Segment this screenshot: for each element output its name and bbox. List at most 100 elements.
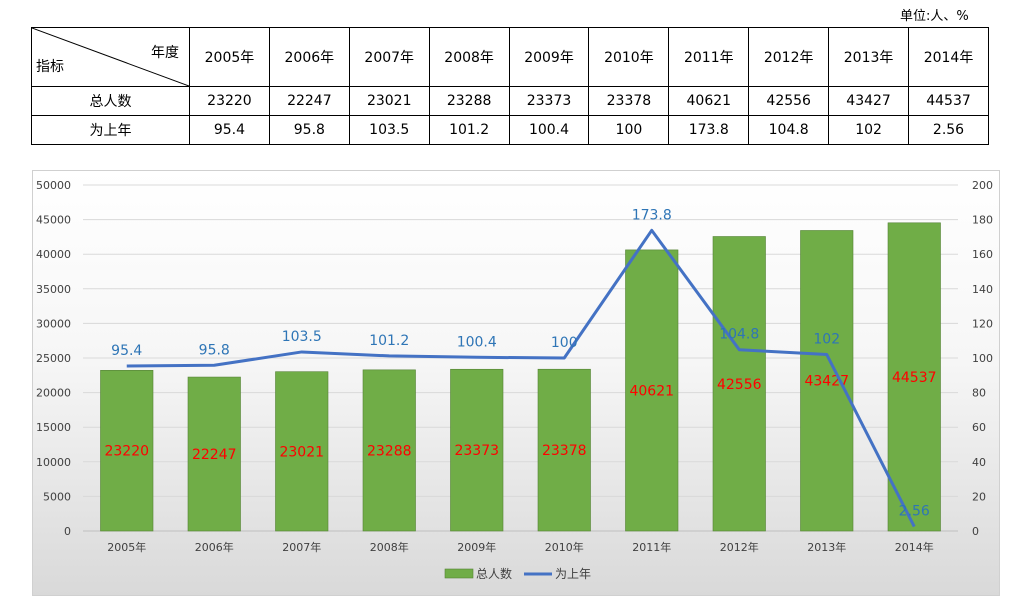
table-cell: 104.8: [748, 115, 830, 145]
table-cell: 40621: [668, 86, 750, 116]
right-axis-tick-label: 100: [972, 352, 993, 365]
left-axis-tick-label: 50000: [36, 179, 71, 192]
corner-diagonal-line: [32, 28, 189, 86]
bar: [625, 249, 679, 532]
corner-indicator-label: 指标: [36, 59, 64, 75]
year-header: 2014年: [908, 27, 989, 87]
corner-year-label: 年度: [151, 45, 179, 61]
year-header: 2006年: [268, 27, 350, 87]
right-axis-tick-label: 80: [972, 387, 986, 400]
table-cell: 100.4: [508, 115, 590, 145]
table-corner-cell: 年度 指标: [31, 27, 190, 87]
x-axis-tick-label: 2010年: [545, 540, 584, 554]
row-label: 为上年: [31, 115, 190, 145]
legend-line-label: 为上年: [555, 567, 591, 581]
table-row: 为上年 95.4 95.8 103.5 101.2 100.4 100 173.…: [31, 115, 989, 145]
bar-value-label: 40621: [629, 383, 674, 399]
bar: [100, 370, 154, 532]
unit-note: 单位:人、%: [900, 9, 969, 24]
bar: [187, 376, 241, 532]
left-axis-tick-label: 35000: [36, 283, 71, 296]
table-cell: 42556: [748, 86, 830, 116]
table-cell: 23288: [428, 86, 510, 116]
table-cell: 95.8: [268, 115, 350, 145]
bar-value-label: 23378: [542, 443, 587, 459]
x-axis-tick-label: 2011年: [632, 540, 671, 554]
x-axis-tick-label: 2008年: [370, 540, 409, 554]
table-header-row: 年度 指标 2005年 2006年 2007年 2008年 2009年 2010…: [31, 27, 989, 87]
line-value-label: 100.4: [457, 334, 497, 350]
left-axis-tick-label: 10000: [36, 456, 71, 469]
line-value-label: 173.8: [632, 207, 672, 223]
table-cell: 101.2: [428, 115, 510, 145]
legend-bar-label: 总人数: [476, 566, 512, 581]
left-axis-tick-label: 15000: [36, 421, 71, 434]
table-cell: 103.5: [348, 115, 430, 145]
year-header: 2009年: [508, 27, 590, 87]
line-value-label: 95.8: [199, 342, 230, 358]
year-header: 2011年: [668, 27, 750, 87]
year-header: 2010年: [588, 27, 670, 87]
legend-bar-swatch: [444, 568, 474, 579]
line-value-label: 2.56: [899, 504, 930, 520]
bar-value-label: 23220: [104, 444, 149, 460]
bar: [887, 222, 941, 532]
series-line: [126, 228, 916, 528]
bar-value-label: 23021: [279, 444, 324, 460]
table-cell: 23373: [508, 86, 590, 116]
bar: [362, 369, 416, 532]
left-axis-tick-label: 20000: [36, 387, 71, 400]
bar: [537, 368, 591, 532]
line-value-label: 100: [551, 335, 578, 351]
x-axis-tick-label: 2014年: [895, 540, 934, 554]
right-axis-tick-label: 200: [972, 179, 993, 192]
bar: [712, 236, 766, 532]
table-cell: 102: [828, 115, 910, 145]
combo-chart: 0 5000 10000 15000 20000 25000 30000 35000 40000…: [32, 170, 1000, 596]
left-axis-tick-label: 25000: [36, 352, 71, 365]
chart-svg: 0 5000 10000 15000 20000 25000 30000 35000 40000…: [36, 179, 993, 581]
table-cell: 23021: [348, 86, 430, 116]
right-axis-tick-label: 20: [972, 490, 986, 503]
x-axis-tick-label: 2007年: [282, 540, 321, 554]
x-axis-tick-label: 2009年: [457, 540, 496, 554]
left-axis-tick-label: 5000: [43, 490, 71, 503]
table-cell: 173.8: [668, 115, 750, 145]
right-axis-tick-label: 180: [972, 214, 993, 227]
bar: [275, 371, 329, 532]
left-axis-tick-label: 40000: [36, 248, 71, 261]
bar: [450, 368, 504, 532]
table-cell: 23220: [189, 86, 270, 116]
year-header: 2012年: [748, 27, 830, 87]
x-axis-tick-label: 2006年: [195, 540, 234, 554]
x-axis-tick-label: 2012年: [720, 540, 759, 554]
table-cell: 44537: [908, 86, 989, 116]
data-table: 年度 指标 2005年 2006年 2007年 2008年 2009年 2010…: [31, 27, 989, 145]
table-row: 总人数 23220 22247 23021 23288 23373 23378 …: [31, 86, 989, 116]
table-cell: 23378: [588, 86, 670, 116]
line-value-label: 102: [813, 332, 840, 348]
bar: [800, 230, 854, 532]
bar-value-label: 23288: [367, 443, 412, 459]
x-axis-tick-label: 2005年: [107, 540, 146, 554]
line-value-label: 101.2: [369, 333, 409, 349]
line-value-label: 103.5: [282, 329, 322, 345]
line-value-label: 104.8: [719, 327, 759, 343]
right-axis-tick-label: 140: [972, 283, 993, 296]
x-axis-tick-label: 2013年: [807, 540, 846, 554]
table-cell: 43427: [828, 86, 910, 116]
table-cell: 100: [588, 115, 670, 145]
table-cell: 2.56: [908, 115, 989, 145]
year-header: 2005年: [189, 27, 270, 87]
year-header: 2007年: [348, 27, 430, 87]
right-axis-tick-label: 40: [972, 456, 986, 469]
right-axis-tick-label: 160: [972, 248, 993, 261]
table-cell: 95.4: [189, 115, 270, 145]
table-cell: 22247: [268, 86, 350, 116]
bar-value-label: 44537: [892, 370, 937, 386]
left-axis-tick-label: 30000: [36, 317, 71, 330]
row-label: 总人数: [31, 86, 190, 116]
right-axis-tick-label: 120: [972, 317, 993, 330]
right-axis-tick-label: 0: [972, 525, 979, 538]
right-axis-tick-label: 60: [972, 421, 986, 434]
